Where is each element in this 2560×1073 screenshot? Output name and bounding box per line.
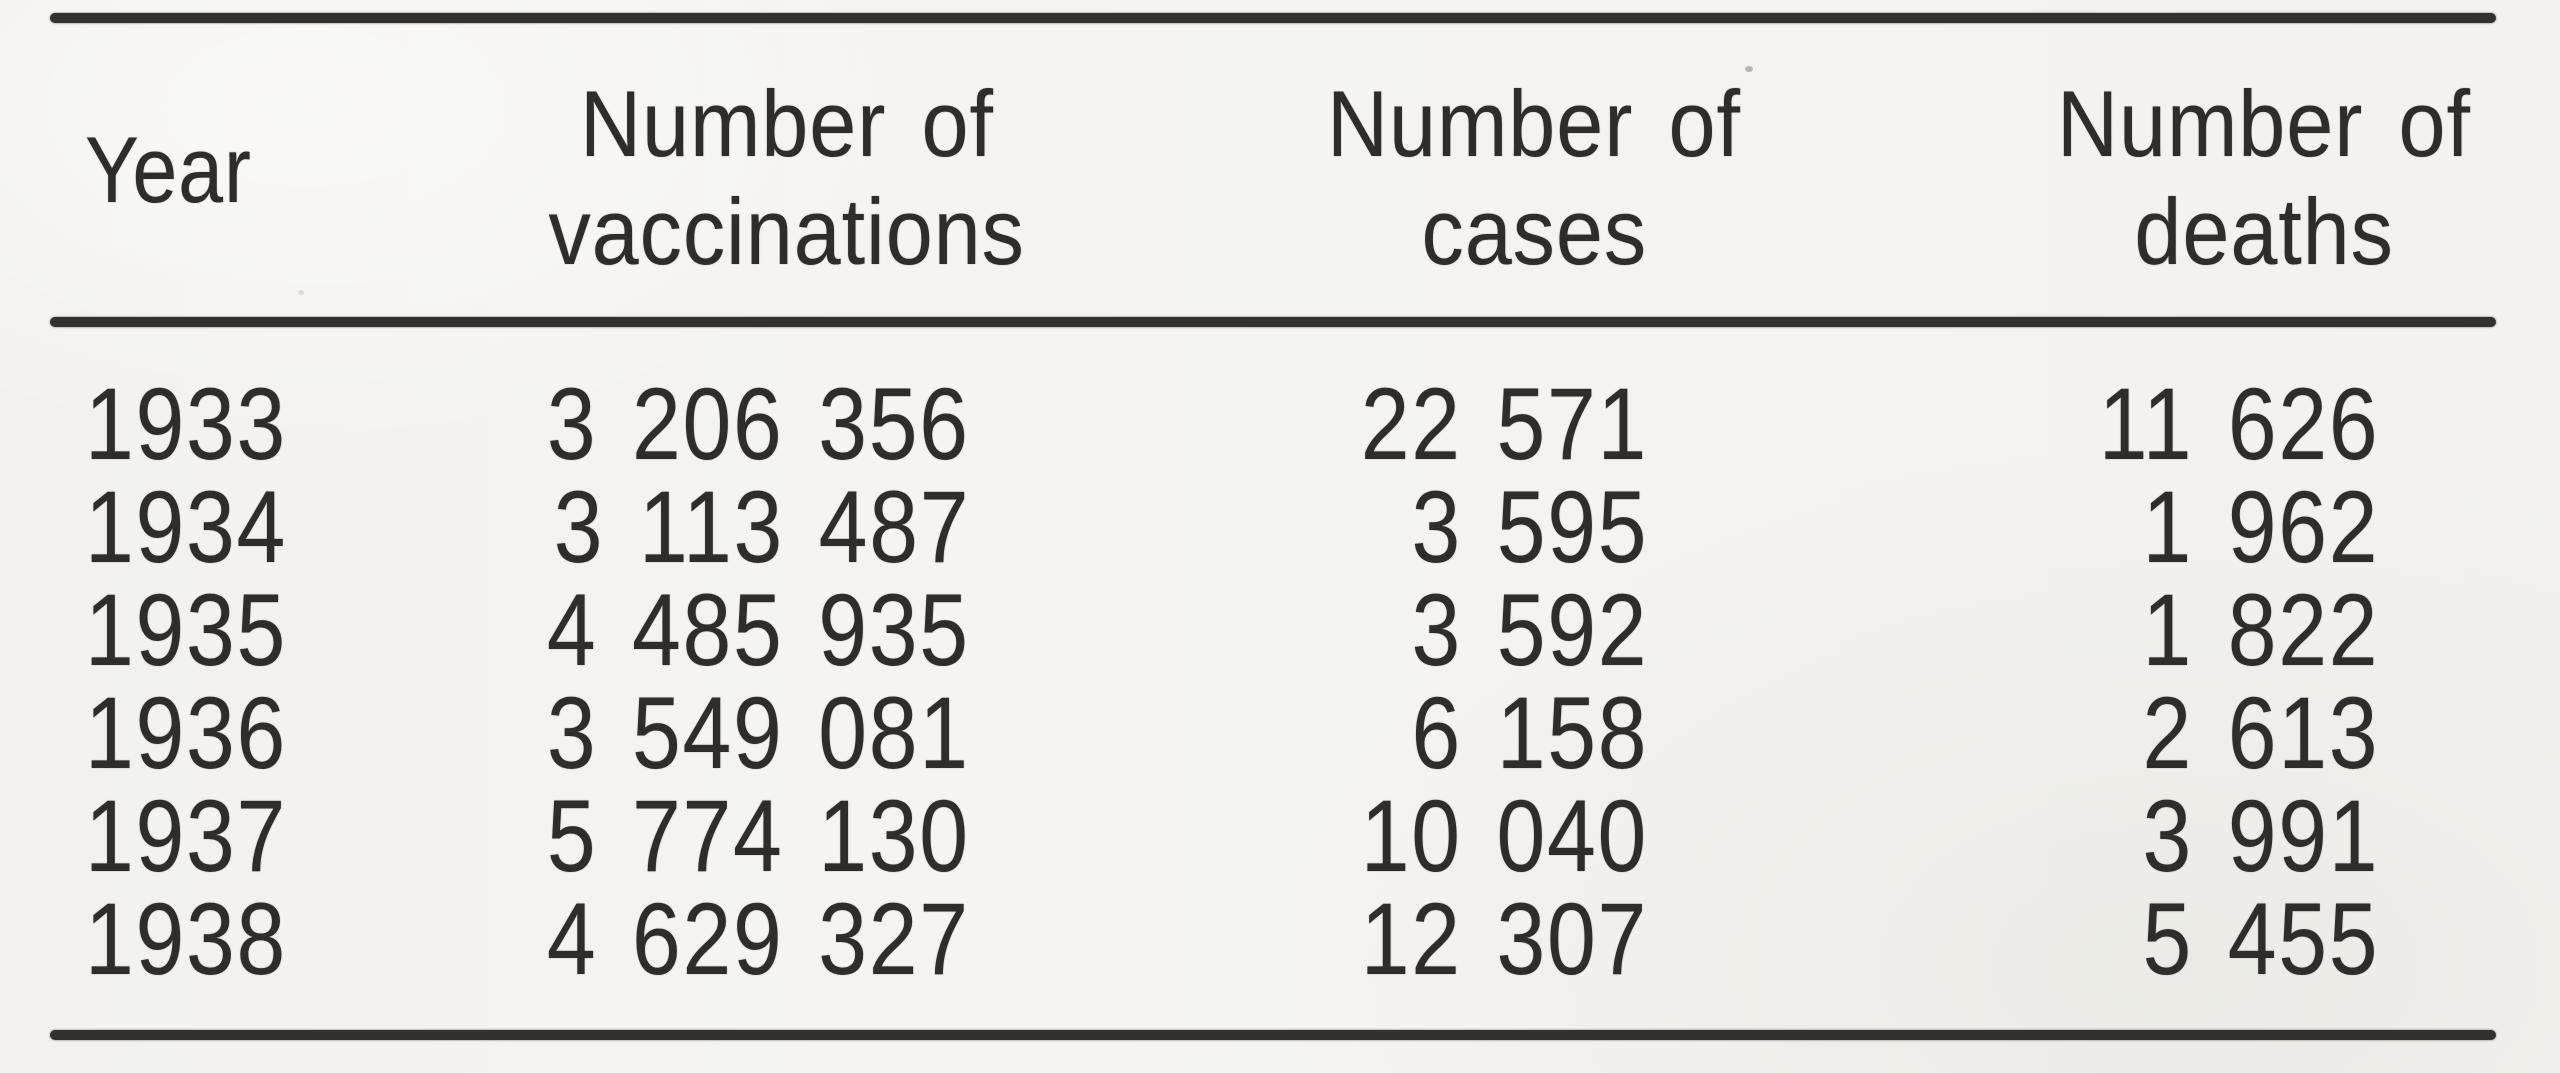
table-row-1933-year-cell: 1933 (0, 373, 300, 476)
table-row-1935-deaths-cell: 1 822 (1648, 579, 2379, 682)
cases-value: 6 158 (1411, 676, 1648, 790)
table-row-1938-year-cell: 1938 (0, 888, 300, 991)
table-top-rule (50, 13, 2496, 23)
cases-value: 10 040 (1360, 779, 1648, 893)
table-row-1935-year-cell: 1935 (0, 579, 300, 682)
column-header-cases-line2: cases (1421, 179, 1647, 284)
table-row-1934-year-cell: 1934 (0, 476, 300, 579)
column-header-vaccinations: Number of vaccinations (437, 70, 1137, 286)
table-row-1934-cases-cell: 3 595 (970, 476, 1648, 579)
table-row-1933-deaths-cell: 11 626 (1648, 373, 2379, 476)
table-row-1938-deaths-cell: 5 455 (1648, 888, 2379, 991)
table-row-1937-vaccinations-cell: 5 774 130 (300, 785, 970, 888)
cases-value: 3 595 (1411, 470, 1648, 584)
deaths-value: 1 962 (2142, 470, 2379, 584)
year-value: 1938 (85, 882, 288, 996)
table-row-1935-vaccinations-cell: 4 485 935 (300, 579, 970, 682)
year-value: 1935 (85, 573, 288, 687)
column-header-vaccinations-line2: vaccinations (548, 179, 1026, 284)
table-row-1936-year-cell: 1936 (0, 682, 300, 785)
table-bottom-rule (50, 1030, 2496, 1040)
year-value: 1937 (85, 779, 288, 893)
column-header-year: Year (85, 123, 279, 217)
vaccinations-value: 5 774 130 (547, 779, 970, 893)
year-value: 1933 (85, 367, 288, 481)
table-row-1938-cases-cell: 12 307 (970, 888, 1648, 991)
cases-value: 3 592 (1411, 573, 1648, 687)
table-row-1933-cases-cell: 22 571 (970, 373, 1648, 476)
table-row-1937-deaths-cell: 3 991 (1648, 785, 2379, 888)
table-row-1937-cases-cell: 10 040 (970, 785, 1648, 888)
column-header-year-label: Year (85, 117, 252, 222)
table-row-1934-deaths-cell: 1 962 (1648, 476, 2379, 579)
column-header-vaccinations-line1: Number of (580, 71, 994, 176)
column-header-deaths: Number of deaths (1914, 70, 2560, 286)
table-row-1938-vaccinations-cell: 4 629 327 (300, 888, 970, 991)
vaccinations-value: 3 549 081 (547, 676, 970, 790)
year-value: 1934 (85, 470, 288, 584)
vaccinations-value: 4 485 935 (547, 573, 970, 687)
table-row-1936-deaths-cell: 2 613 (1648, 682, 2379, 785)
header-separator-rule (50, 317, 2496, 327)
scan-speck (298, 290, 304, 295)
column-header-cases: Number of cases (1184, 70, 1884, 286)
scan-speck (1745, 66, 1753, 72)
deaths-value: 2 613 (2142, 676, 2379, 790)
table-row-1935-cases-cell: 3 592 (970, 579, 1648, 682)
vaccinations-value: 3 113 487 (553, 470, 970, 584)
vaccinations-value: 4 629 327 (547, 882, 970, 996)
cases-value: 22 571 (1360, 367, 1648, 481)
table-body: 1933 3 206 356 22 571 11 626 1934 3 113 … (0, 373, 2379, 991)
table-row-1936-cases-cell: 6 158 (970, 682, 1648, 785)
deaths-value: 1 822 (2142, 573, 2379, 687)
column-header-deaths-line1: Number of (2057, 71, 2471, 176)
table-row-1934-vaccinations-cell: 3 113 487 (300, 476, 970, 579)
deaths-value: 11 626 (2098, 367, 2379, 481)
deaths-value: 3 991 (2142, 779, 2379, 893)
year-value: 1936 (85, 676, 288, 790)
vaccinations-value: 3 206 356 (547, 367, 970, 481)
cases-value: 12 307 (1360, 882, 1648, 996)
table-row-1936-vaccinations-cell: 3 549 081 (300, 682, 970, 785)
column-header-deaths-line2: deaths (2134, 179, 2394, 284)
table-row-1933-vaccinations-cell: 3 206 356 (300, 373, 970, 476)
table-row-1937-year-cell: 1937 (0, 785, 300, 888)
deaths-value: 5 455 (2142, 882, 2379, 996)
column-header-cases-line1: Number of (1327, 71, 1741, 176)
